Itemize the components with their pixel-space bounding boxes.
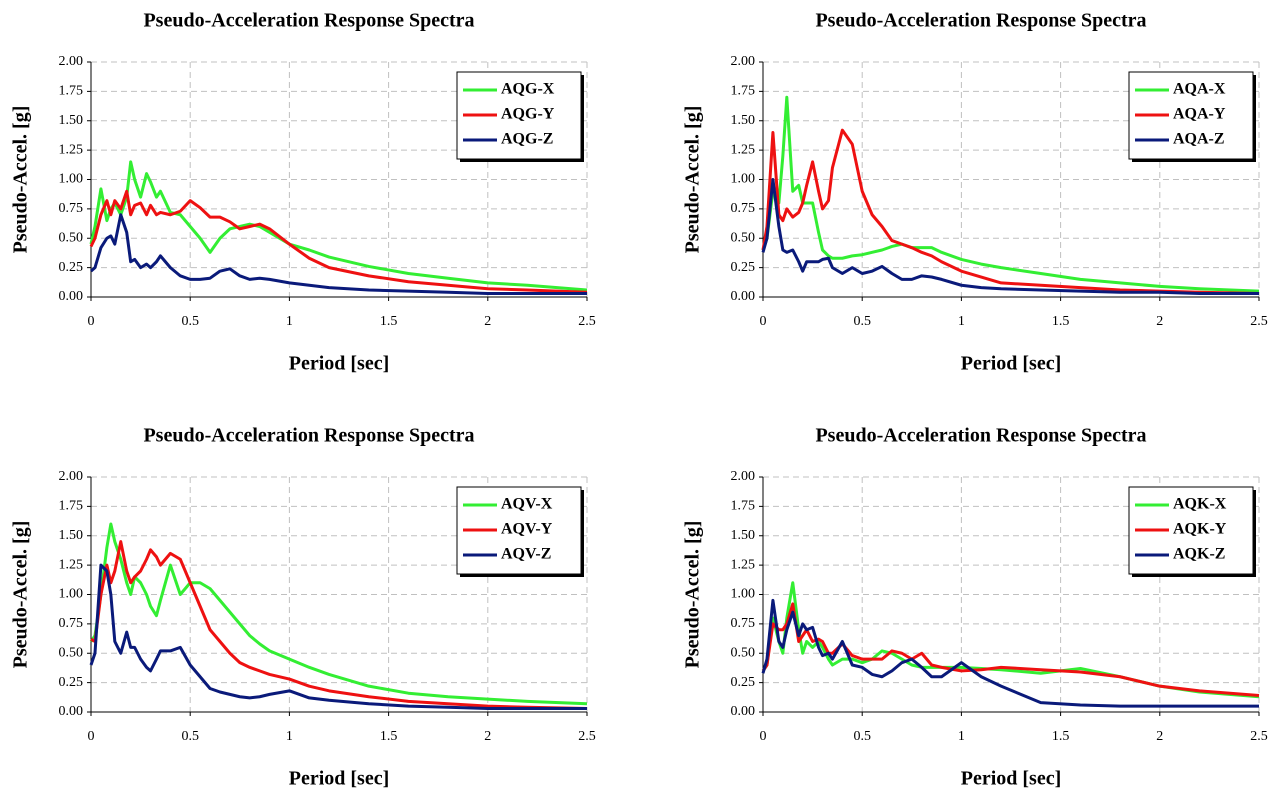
y-tick-label: 0.75: [731, 201, 756, 216]
series-line: [89, 160, 588, 292]
y-tick-label: 1.25: [731, 142, 756, 157]
legend-label: AQG-Z: [501, 131, 553, 148]
x-tick-label: 0.5: [181, 729, 199, 744]
y-tick-label: 1.25: [731, 557, 756, 572]
y-tick-label: 1.25: [59, 557, 84, 572]
y-tick-label: 0.50: [731, 230, 756, 245]
series-line: [89, 189, 588, 294]
y-tick-label: 0.50: [59, 230, 84, 245]
series-line: [761, 581, 1260, 699]
series-line: [761, 95, 1260, 293]
y-tick-label: 0.00: [59, 704, 84, 719]
y-tick-label: 2.00: [59, 54, 84, 69]
series-line: [90, 540, 588, 710]
series-line: [761, 598, 1259, 708]
x-tick-label: 1: [286, 729, 293, 744]
series-line: [761, 128, 1260, 295]
legend-label: AQA-Z: [1173, 131, 1225, 148]
x-axis-label: Period [sec]: [289, 353, 390, 375]
y-tick-label: 1.00: [731, 172, 756, 187]
legend-label: AQK-Y: [1173, 521, 1227, 538]
chart-title: Pseudo-Acceleration Response Spectra: [143, 425, 474, 447]
x-tick-label: 0.5: [853, 729, 871, 744]
y-tick-label: 1.75: [59, 84, 84, 99]
legend-label: AQK-X: [1173, 496, 1227, 513]
x-tick-label: 2.5: [578, 729, 596, 744]
y-tick-label: 0.75: [59, 201, 84, 216]
series-line: [761, 178, 1259, 295]
legend-label: AQG-Y: [501, 106, 555, 123]
series-line: [89, 563, 587, 710]
x-tick-label: 0.5: [853, 314, 871, 329]
y-tick-label: 0.25: [59, 675, 84, 690]
x-tick-label: 0: [88, 729, 95, 744]
y-tick-label: 1.00: [59, 172, 84, 187]
y-tick-label: 2.00: [731, 54, 756, 69]
y-tick-label: 1.75: [731, 499, 756, 514]
x-tick-label: 0: [760, 729, 767, 744]
y-tick-label: 1.75: [731, 84, 756, 99]
x-tick-label: 1.5: [1052, 729, 1070, 744]
y-tick-label: 1.00: [59, 587, 84, 602]
y-axis-label: Pseudo-Accel. [g]: [10, 106, 32, 254]
x-tick-label: 0: [88, 314, 95, 329]
x-tick-label: 1.5: [380, 314, 398, 329]
x-axis-label: Period [sec]: [961, 353, 1062, 375]
legend-label: AQK-Z: [1173, 546, 1225, 563]
y-tick-label: 2.00: [59, 469, 84, 484]
y-tick-label: 0.00: [59, 289, 84, 304]
x-tick-label: 1.5: [1052, 314, 1070, 329]
x-axis-label: Period [sec]: [961, 768, 1062, 790]
y-tick-label: 0.00: [731, 289, 756, 304]
y-tick-label: 0.25: [731, 260, 756, 275]
x-tick-label: 2: [484, 314, 491, 329]
chart-title: Pseudo-Acceleration Response Spectra: [815, 10, 1146, 32]
x-tick-label: 1: [958, 729, 965, 744]
legend-label: AQV-Z: [501, 546, 551, 563]
y-tick-label: 0.75: [731, 616, 756, 631]
legend-label: AQA-Y: [1173, 106, 1226, 123]
y-tick-label: 1.50: [59, 528, 84, 543]
x-tick-label: 1.5: [380, 729, 398, 744]
series-line: [90, 213, 587, 295]
y-tick-label: 1.50: [731, 528, 756, 543]
y-tick-label: 1.75: [59, 499, 84, 514]
legend-label: AQV-Y: [501, 521, 553, 538]
y-tick-label: 1.50: [59, 113, 84, 128]
x-tick-label: 2: [484, 729, 491, 744]
y-axis-label: Pseudo-Accel. [g]: [10, 521, 32, 669]
x-tick-label: 2.5: [1250, 729, 1268, 744]
y-tick-label: 1.25: [59, 142, 84, 157]
x-tick-label: 2: [1156, 729, 1163, 744]
y-tick-label: 1.00: [731, 587, 756, 602]
x-tick-label: 1: [286, 314, 293, 329]
y-tick-label: 0.50: [59, 645, 84, 660]
x-tick-label: 2: [1156, 314, 1163, 329]
x-tick-label: 0: [760, 314, 767, 329]
y-tick-label: 0.25: [731, 675, 756, 690]
y-axis-label: Pseudo-Accel. [g]: [682, 521, 704, 669]
chart-title: Pseudo-Acceleration Response Spectra: [815, 425, 1146, 447]
y-tick-label: 2.00: [731, 469, 756, 484]
y-tick-label: 0.00: [731, 704, 756, 719]
legend-label: AQG-X: [501, 81, 555, 98]
chart-title: Pseudo-Acceleration Response Spectra: [143, 10, 474, 32]
series-line: [761, 602, 1260, 698]
y-axis-label: Pseudo-Accel. [g]: [682, 106, 704, 254]
x-tick-label: 0.5: [181, 314, 199, 329]
x-tick-label: 2.5: [578, 314, 596, 329]
y-tick-label: 0.25: [59, 260, 84, 275]
x-tick-label: 2.5: [1250, 314, 1268, 329]
x-axis-label: Period [sec]: [289, 768, 390, 790]
y-tick-label: 0.75: [59, 616, 84, 631]
legend-label: AQV-X: [501, 496, 553, 513]
y-tick-label: 0.50: [731, 645, 756, 660]
y-tick-label: 1.50: [731, 113, 756, 128]
legend-label: AQA-X: [1173, 81, 1226, 98]
x-tick-label: 1: [958, 314, 965, 329]
